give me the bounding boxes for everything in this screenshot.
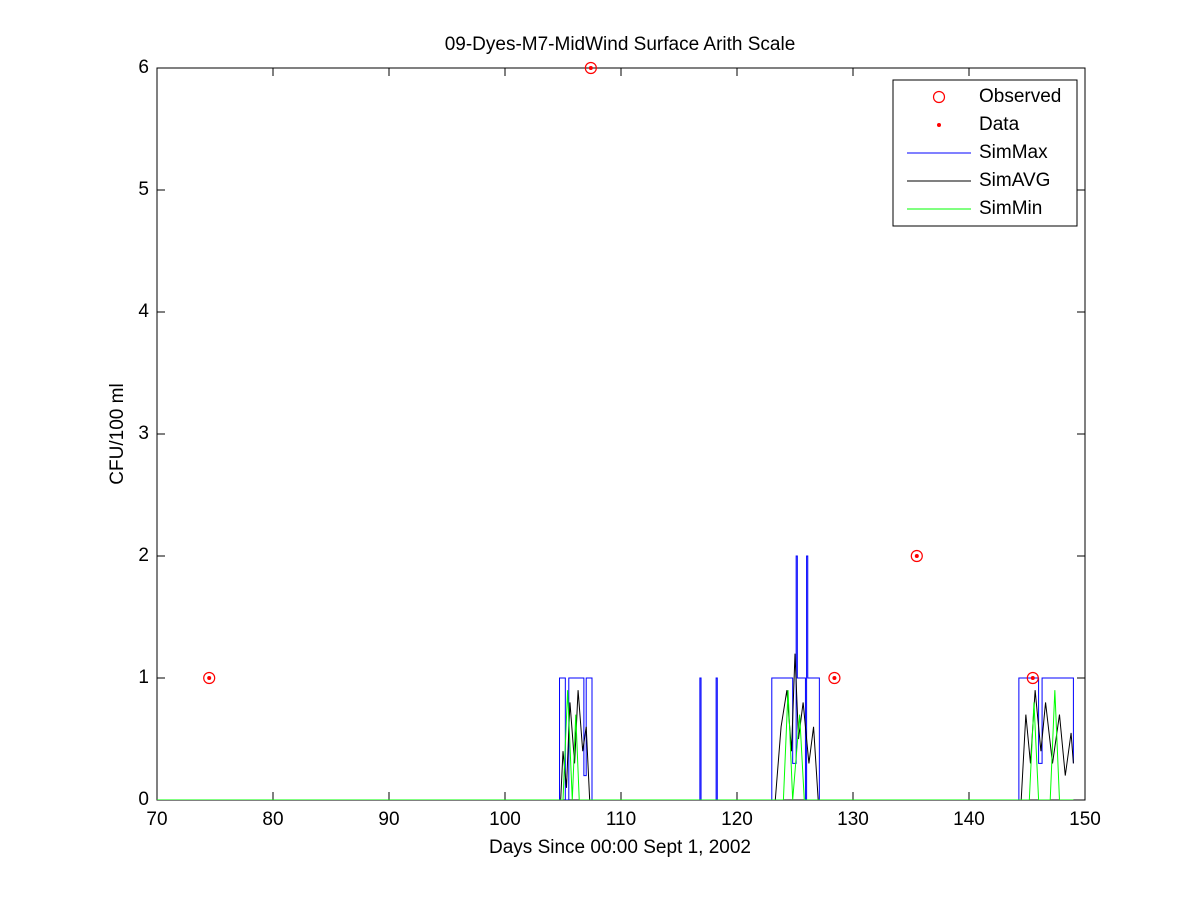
y-tick-label: 0 (138, 789, 149, 810)
y-tick-label: 5 (138, 179, 149, 200)
data-point (203, 671, 216, 685)
legend-label: SimMin (979, 198, 1042, 219)
legend-label: SimAVG (979, 170, 1050, 191)
data-point (588, 66, 593, 70)
data-point (584, 61, 597, 75)
y-tick-label: 6 (138, 57, 149, 78)
x-axis-label: Days Since 00:00 Sept 1, 2002 (489, 837, 751, 858)
x-tick-label: 150 (1069, 809, 1101, 830)
y-axis-label: CFU/100 ml (107, 383, 128, 484)
y-tick-label: 1 (138, 667, 149, 688)
series-line (157, 653, 1074, 800)
data-point (1030, 676, 1035, 680)
legend-marker (932, 90, 946, 104)
x-tick-label: 100 (489, 809, 521, 830)
data-point (910, 549, 923, 563)
series-line (157, 555, 1074, 800)
series-line (157, 690, 1074, 800)
y-tick-label: 3 (138, 423, 149, 444)
x-tick-label: 70 (146, 809, 167, 830)
legend-label: Observed (979, 86, 1061, 107)
x-tick-label: 120 (721, 809, 753, 830)
data-point (914, 554, 919, 558)
y-tick-label: 2 (138, 545, 149, 566)
x-tick-label: 110 (606, 809, 636, 830)
x-tick-label: 80 (262, 809, 283, 830)
chart-title: 09-Dyes-M7-MidWind Surface Arith Scale (445, 34, 796, 55)
legend-label: SimMax (979, 142, 1048, 163)
y-tick-label: 4 (138, 301, 149, 322)
data-point (207, 676, 212, 680)
x-tick-label: 140 (953, 809, 985, 830)
legend-marker (937, 123, 941, 127)
x-tick-label: 130 (837, 809, 869, 830)
legend-label: Data (979, 114, 1020, 135)
data-point (828, 671, 841, 685)
data-point (1026, 671, 1039, 685)
x-tick-label: 90 (378, 809, 399, 830)
data-point (832, 676, 837, 680)
